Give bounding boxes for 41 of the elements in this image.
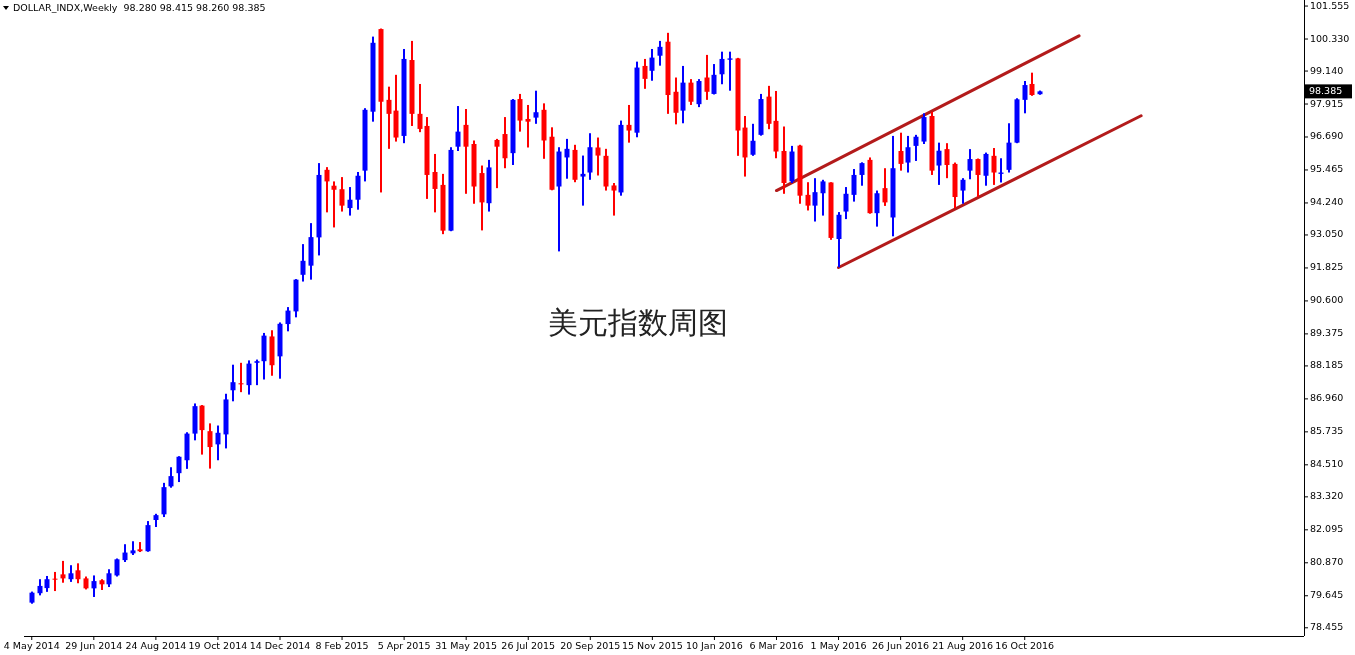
x-tick-label: 14 Dec 2014 bbox=[249, 640, 311, 651]
x-tick-label: 1 May 2016 bbox=[810, 640, 867, 651]
x-tick-label: 15 Nov 2015 bbox=[621, 640, 683, 651]
x-tick-label: 6 Mar 2016 bbox=[749, 640, 804, 651]
x-tick-label: 20 Sep 2015 bbox=[560, 640, 621, 651]
y-tick-label: 88.185 bbox=[1310, 359, 1344, 371]
y-tick-label: 94.240 bbox=[1310, 196, 1344, 208]
y-tick-label: 100.330 bbox=[1310, 32, 1350, 44]
y-tick-label: 82.095 bbox=[1310, 523, 1344, 535]
x-tick-label: 4 May 2014 bbox=[3, 640, 60, 651]
x-tick-label: 24 Aug 2014 bbox=[125, 640, 187, 651]
x-tick-label: 31 May 2015 bbox=[435, 640, 498, 651]
y-tick-label: 96.690 bbox=[1310, 130, 1344, 142]
chart-title: DOLLAR_INDX,Weekly 98.280 98.415 98.260 98.385 bbox=[13, 2, 266, 13]
y-tick-label: 83.320 bbox=[1310, 490, 1344, 502]
candlestick bbox=[254, 359, 260, 386]
text: 98.385 bbox=[1309, 84, 1343, 96]
x-tick-label: 16 Oct 2016 bbox=[995, 640, 1055, 651]
y-tick-label: 93.050 bbox=[1310, 228, 1344, 240]
y-tick-label: 90.600 bbox=[1310, 294, 1344, 306]
x-tick-label: 29 Jun 2014 bbox=[65, 640, 123, 651]
y-tick-label: 80.870 bbox=[1310, 556, 1344, 568]
y-tick-label: 85.735 bbox=[1310, 425, 1344, 437]
x-tick-label: 19 Oct 2014 bbox=[188, 640, 248, 651]
y-tick-label: 99.140 bbox=[1310, 64, 1344, 76]
x-tick-label: 26 Jun 2016 bbox=[872, 640, 930, 651]
y-tick-label: 95.465 bbox=[1310, 163, 1344, 175]
y-tick-label: 89.375 bbox=[1310, 327, 1344, 339]
x-tick-label: 21 Aug 2016 bbox=[932, 640, 994, 651]
x-tick-label: 26 Jul 2015 bbox=[501, 640, 556, 651]
y-tick-label: 79.645 bbox=[1310, 589, 1344, 601]
x-tick-label: 8 Feb 2015 bbox=[315, 640, 369, 651]
x-tick-label: 5 Apr 2015 bbox=[377, 640, 431, 651]
y-tick-label: 86.960 bbox=[1310, 392, 1344, 404]
y-tick-label: 101.555 bbox=[1310, 0, 1350, 11]
y-tick-label: 97.915 bbox=[1310, 97, 1344, 109]
x-tick-label: 10 Jan 2016 bbox=[685, 640, 743, 651]
y-tick-label: 84.510 bbox=[1310, 458, 1344, 470]
y-tick-label: 91.825 bbox=[1310, 261, 1344, 273]
y-tick-label: 78.455 bbox=[1310, 621, 1344, 633]
annotation: 美元指数周图 bbox=[548, 304, 729, 340]
